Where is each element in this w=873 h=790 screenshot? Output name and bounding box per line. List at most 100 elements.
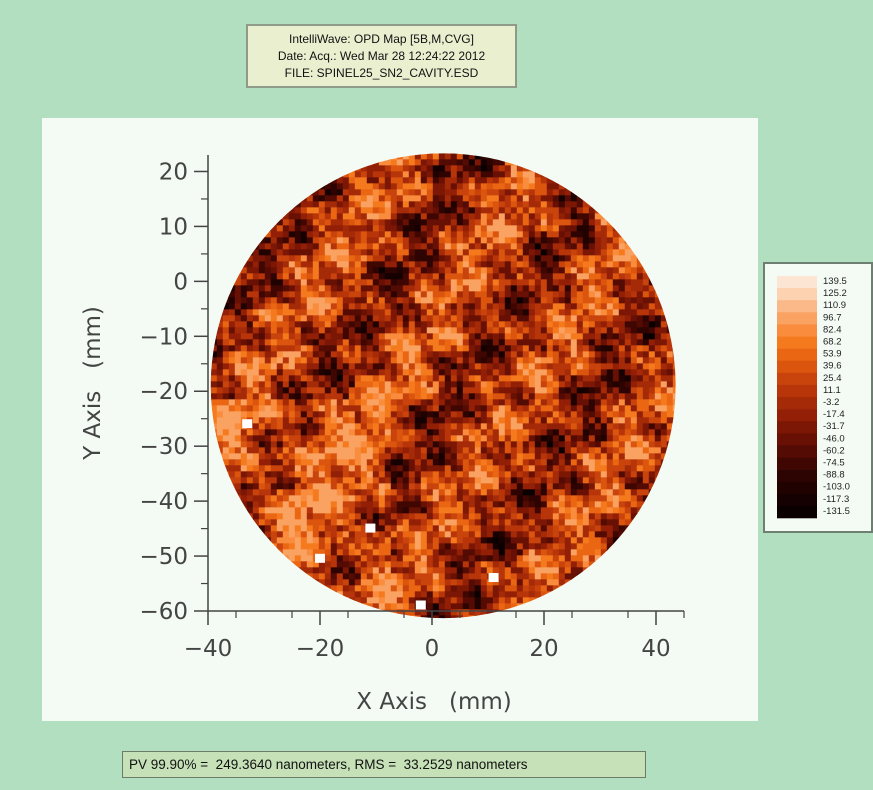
heatmap-cell [234,495,242,502]
heatmap-cell [540,357,548,364]
heatmap-cell [252,285,260,292]
heatmap-cell [300,387,308,394]
heatmap-cell [468,267,476,274]
heatmap-cell [504,279,512,286]
heatmap-cell [498,507,506,514]
heatmap-cell [679,495,686,502]
heatmap-cell [660,435,668,442]
heatmap-cell [300,345,308,352]
heatmap-cell [444,393,452,400]
heatmap-cell [522,219,530,226]
heatmap-cell [408,381,416,388]
heatmap-cell [318,321,326,328]
heatmap-cell [618,501,626,508]
heatmap-cell [426,165,434,172]
heatmap-cell [210,273,218,280]
heatmap-cell [210,165,218,172]
heatmap-cell [672,255,676,262]
heatmap-cell [558,513,566,520]
heatmap-cell [366,273,374,280]
heatmap-cell [354,237,362,244]
heatmap-cell [486,297,494,304]
heatmap-cell [534,471,542,478]
heatmap-cell [366,159,374,166]
heatmap-cell [408,459,416,466]
heatmap-cell [504,471,512,478]
heatmap-cell [414,471,422,478]
heatmap-cell [396,495,404,502]
heatmap-cell [312,363,320,370]
heatmap-cell [528,369,536,376]
heatmap-cell [642,453,650,460]
heatmap-cell [558,213,566,220]
heatmap-cell [600,429,608,436]
heatmap-cell [636,195,644,202]
heatmap-cell [600,351,608,358]
heatmap-cell [360,405,368,412]
heatmap-cell [648,315,656,322]
heatmap-cell [414,297,422,304]
heatmap-cell [450,459,458,466]
heatmap-cell [582,381,590,388]
heatmap-cell [276,399,284,406]
heatmap-cell [288,189,296,196]
heatmap-cell [288,243,296,250]
heatmap-cell [234,453,242,460]
heatmap-cell [216,267,224,274]
heatmap-cell [360,321,368,328]
heatmap-cell [246,249,254,256]
heatmap-cell [360,393,368,400]
heatmap-cell [456,501,464,508]
heatmap-cell [528,297,536,304]
heatmap-cell [366,501,374,508]
heatmap-cell [372,261,380,268]
heatmap-cell [276,249,284,256]
heatmap-cell [504,273,512,280]
heatmap-cell [330,153,338,154]
heatmap-cell [294,471,302,478]
heatmap-cell [258,357,266,364]
heatmap-cell [672,405,676,412]
heatmap-cell [438,303,446,310]
heatmap-cell [300,333,308,340]
heatmap-cell [588,483,596,490]
heatmap-cell [360,327,368,334]
heatmap-cell [408,165,416,172]
heatmap-cell [498,177,506,184]
heatmap-cell [342,291,350,298]
heatmap-cell [420,465,428,472]
heatmap-cell [228,285,236,292]
heatmap-cell [282,345,290,352]
heatmap-cell [456,303,464,310]
heatmap-cell [312,267,320,274]
heatmap-cell [666,465,674,472]
heatmap-cell [396,315,404,322]
heatmap-cell [276,375,284,382]
heatmap-cell [606,513,614,520]
heatmap-cell [564,165,572,172]
heatmap-cell [498,351,506,358]
heatmap-cell [390,483,398,490]
heatmap-cell [654,279,662,286]
heatmap-cell [642,159,650,166]
heatmap-cell [672,477,676,484]
heatmap-cell [384,357,392,364]
heatmap-cell [432,357,440,364]
heatmap-cell [414,405,422,412]
heatmap-cell [330,309,338,316]
heatmap-cell [450,165,458,172]
heatmap-cell [444,213,452,220]
heatmap-cell [492,189,500,196]
heatmap-cell [642,231,650,238]
heatmap-cell [426,243,434,250]
heatmap-cell [570,333,578,340]
heatmap-cell [294,375,302,382]
heatmap-cell [402,261,410,268]
heatmap-cell [234,177,242,184]
heatmap-cell [468,381,476,388]
heatmap-cell [210,213,218,220]
heatmap-cell [330,423,338,430]
heatmap-cell [294,369,302,376]
heatmap-cell [534,513,542,520]
heatmap-cell [294,387,302,394]
